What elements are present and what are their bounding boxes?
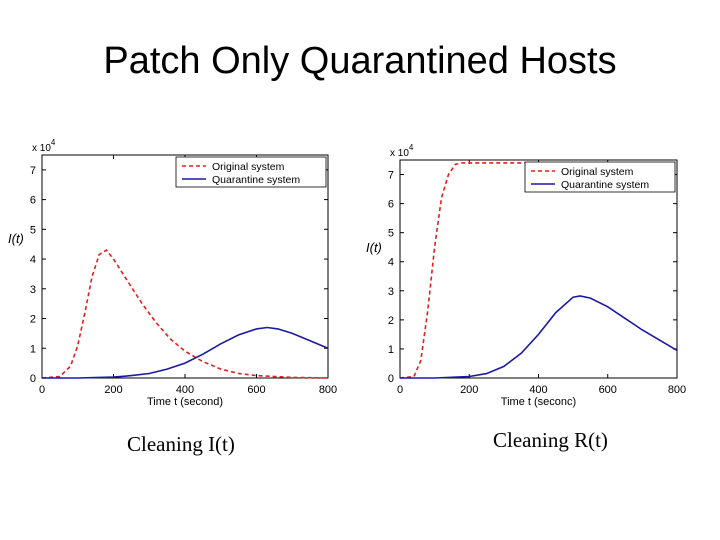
y-tick-label: 2 (30, 314, 36, 326)
chart-cleaning-r: 0 200 400 600 800 0 1 2 3 4 5 6 7 x 104 I(t) Time t (se… (366, 143, 686, 408)
y-tick-label: 7 (30, 165, 36, 177)
y-tick-label: 1 (388, 344, 394, 356)
x-tick-label: 0 (39, 384, 45, 396)
y-axis-label: I(t) (8, 231, 24, 246)
y-tick-label: 4 (30, 254, 36, 266)
x-tick-label: 200 (460, 384, 478, 396)
y-tick-label: 3 (388, 286, 394, 298)
y-tick-label: 7 (388, 170, 394, 182)
plot-frame (399, 159, 678, 379)
legend-box (524, 161, 676, 193)
x-tick-label: 600 (247, 384, 265, 396)
x-axis-label: Time t (second) (147, 396, 223, 408)
y-tick-label: 6 (30, 195, 36, 207)
legend-label: Quarantine system (561, 179, 649, 191)
y-tick-label: 6 (388, 199, 394, 211)
x-tick-label: 400 (529, 384, 547, 396)
y-tick-label: 3 (30, 284, 36, 296)
caption-cleaning-i: Cleaning I(t) (127, 432, 235, 456)
x-tick-label: 800 (319, 384, 337, 396)
slide-title: Patch Only Quarantined Hosts (103, 40, 617, 82)
axis-multiplier: x 104 (390, 143, 414, 159)
y-tick-label: 4 (388, 257, 394, 269)
caption-cleaning-r: Cleaning R(t) (493, 428, 608, 452)
series-line-original (399, 162, 677, 379)
y-tick-label: 1 (30, 343, 36, 355)
series-line-original (41, 249, 329, 379)
x-tick-label: 0 (397, 384, 403, 396)
axis-multiplier: x 104 (32, 138, 56, 154)
legend-label: Quarantine system (212, 174, 300, 186)
legend-label: Original system (212, 161, 285, 173)
y-tick-label: 5 (30, 224, 36, 236)
x-tick-label: 200 (104, 384, 122, 396)
y-axis-label: I(t) (366, 240, 382, 255)
plot-frame (41, 154, 329, 379)
y-tick-label: 5 (388, 228, 394, 240)
series-line-quarantine (42, 326, 329, 379)
y-tick-label: 0 (30, 373, 36, 385)
x-tick-label: 800 (668, 384, 686, 396)
series-line-quarantine (400, 295, 678, 379)
legend-box (175, 156, 327, 188)
x-tick-label: 600 (599, 384, 617, 396)
y-tick-label: 2 (388, 315, 394, 327)
chart-cleaning-i: 0 200 400 600 800 0 1 2 3 4 5 6 7 x 104 I(t) Time t (se… (8, 138, 337, 408)
x-tick-label: 400 (176, 384, 194, 396)
y-tick-label: 0 (388, 373, 394, 385)
x-axis-label: Time t (seconc) (501, 396, 576, 408)
legend-label: Original system (561, 166, 634, 178)
